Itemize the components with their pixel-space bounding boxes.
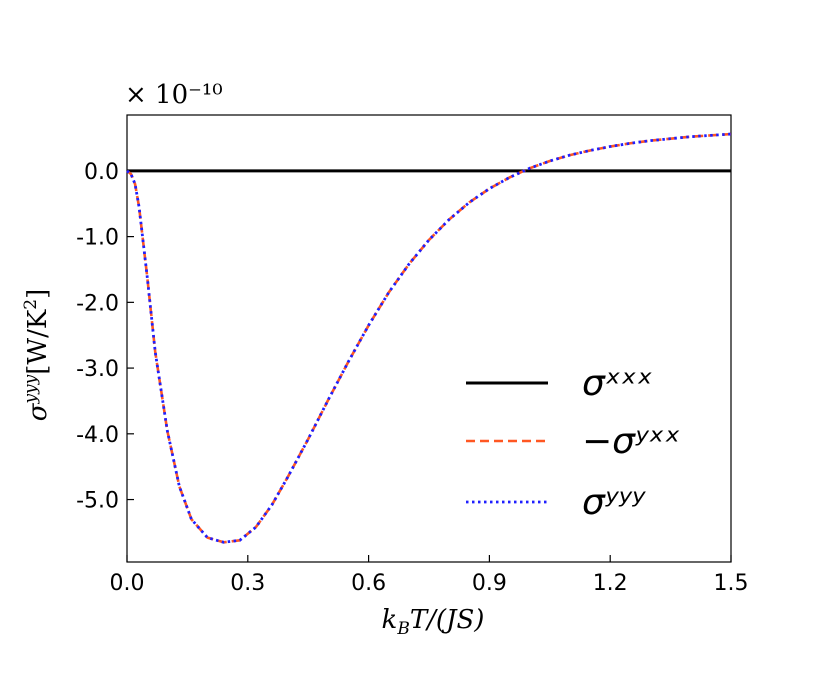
x-tick-label: 0.6: [351, 571, 386, 596]
y-axis: 0.0 -1.0 -2.0 -3.0 -4.0 -5.0: [76, 160, 134, 514]
x-tick-label: 0.3: [230, 571, 265, 596]
x-axis: 0.0 0.3 0.6 0.9 1.2 1.5: [110, 555, 749, 596]
legend-label: σˣˣˣ: [582, 363, 653, 404]
y-tick-label: -5.0: [76, 489, 119, 514]
y-tick-label: 0.0: [84, 160, 119, 185]
legend: σˣˣˣ −σʸˣˣ σʸʸʸ: [466, 363, 680, 523]
y-tick-label: -1.0: [76, 226, 119, 251]
legend-label: −σʸˣˣ: [582, 421, 680, 462]
x-axis-title: kBT/(JS): [382, 605, 485, 639]
y-tick-label: -3.0: [76, 357, 119, 382]
y-axis-title: σyyy[W/K2]: [21, 289, 53, 422]
series-lines: [126, 132, 732, 544]
x-tick-label: 1.5: [714, 571, 749, 596]
y-tick-label: -2.0: [76, 291, 119, 316]
y-tick-label: -4.0: [76, 423, 119, 448]
plot-area: [126, 114, 732, 563]
axis-multiplier-label: × 10⁻¹⁰: [125, 80, 223, 110]
legend-label: σʸʸʸ: [582, 482, 647, 523]
series-line-3: [126, 132, 732, 544]
x-tick-label: 1.2: [593, 571, 628, 596]
x-tick-label: 0.9: [472, 571, 507, 596]
x-tick-label: 0.0: [110, 571, 145, 596]
